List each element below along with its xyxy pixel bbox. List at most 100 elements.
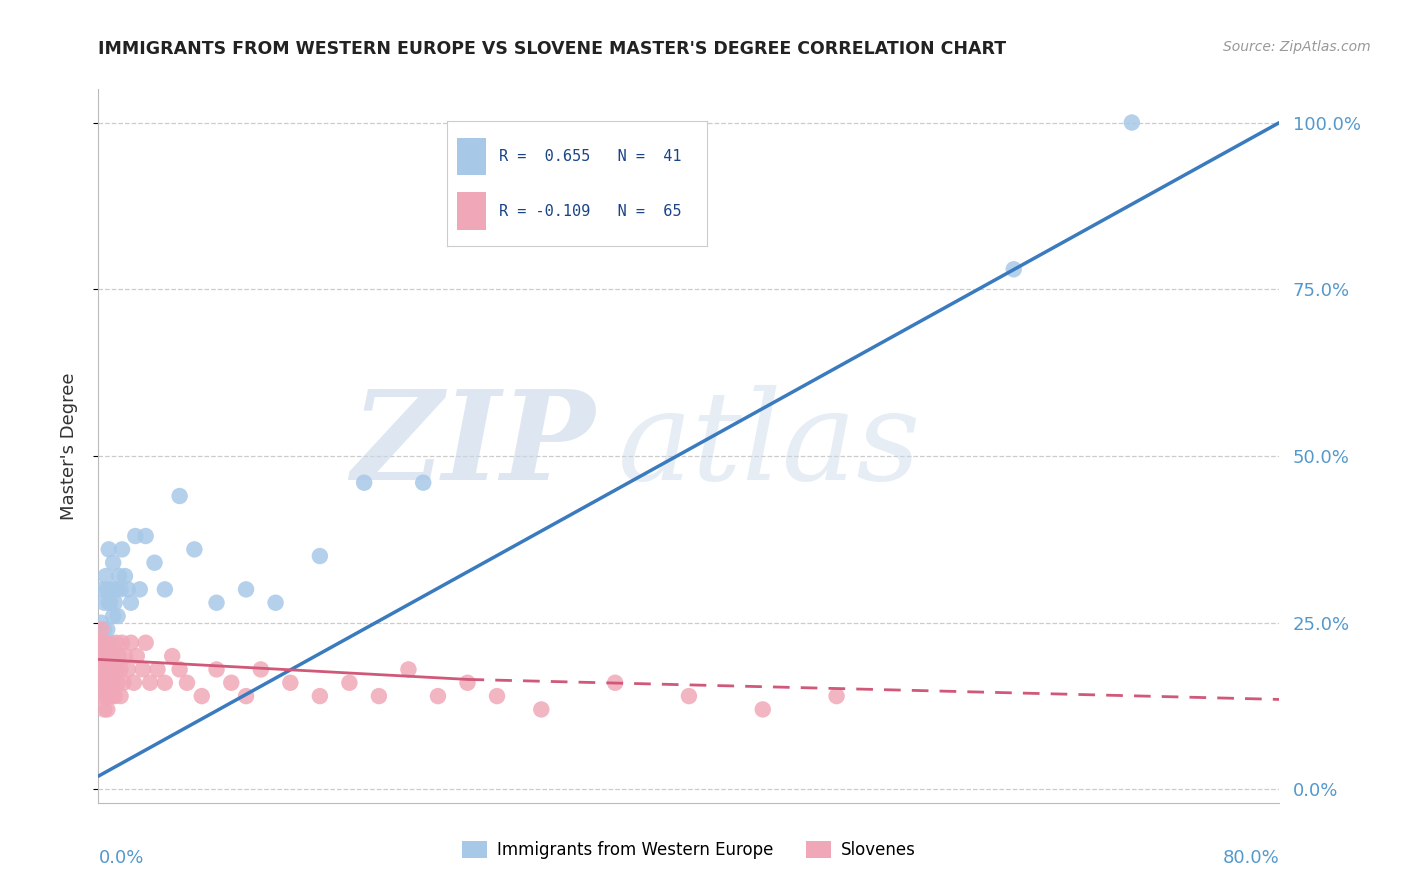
Text: Source: ZipAtlas.com: Source: ZipAtlas.com bbox=[1223, 39, 1371, 54]
Point bbox=[107, 675, 129, 690]
Point bbox=[235, 689, 257, 703]
Text: ZIP: ZIP bbox=[350, 385, 595, 507]
Point bbox=[104, 596, 127, 610]
Point bbox=[678, 689, 700, 703]
Point bbox=[135, 636, 157, 650]
Point bbox=[412, 475, 434, 490]
Point bbox=[91, 689, 114, 703]
Point bbox=[110, 689, 132, 703]
Point bbox=[114, 649, 136, 664]
FancyBboxPatch shape bbox=[457, 193, 486, 230]
Point bbox=[112, 675, 135, 690]
Point bbox=[89, 636, 111, 650]
Point bbox=[205, 596, 228, 610]
Point bbox=[100, 662, 122, 676]
Point bbox=[108, 649, 131, 664]
Text: 80.0%: 80.0% bbox=[1223, 849, 1279, 867]
Point bbox=[108, 569, 131, 583]
Point bbox=[105, 636, 128, 650]
Point bbox=[132, 662, 155, 676]
Point bbox=[125, 649, 148, 664]
Point bbox=[1121, 115, 1143, 129]
Point bbox=[103, 556, 125, 570]
Point bbox=[98, 675, 121, 690]
Point bbox=[103, 609, 125, 624]
Point bbox=[96, 582, 118, 597]
Point bbox=[90, 649, 112, 664]
Point bbox=[94, 569, 117, 583]
Text: R =  0.655   N =  41: R = 0.655 N = 41 bbox=[499, 149, 682, 164]
Text: atlas: atlas bbox=[619, 385, 921, 507]
Point bbox=[91, 636, 114, 650]
Point bbox=[90, 615, 112, 630]
Point bbox=[96, 649, 118, 664]
Point bbox=[120, 596, 142, 610]
Point bbox=[94, 689, 117, 703]
Point bbox=[93, 649, 115, 664]
Point bbox=[309, 689, 332, 703]
Point bbox=[191, 689, 214, 703]
Point bbox=[98, 636, 121, 650]
Point bbox=[114, 569, 136, 583]
Text: IMMIGRANTS FROM WESTERN EUROPE VS SLOVENE MASTER'S DEGREE CORRELATION CHART: IMMIGRANTS FROM WESTERN EUROPE VS SLOVEN… bbox=[98, 40, 1007, 58]
Point bbox=[120, 636, 142, 650]
Point bbox=[250, 662, 273, 676]
Point bbox=[353, 475, 375, 490]
Point bbox=[128, 582, 150, 597]
Point bbox=[139, 675, 162, 690]
Point bbox=[94, 662, 117, 676]
Point bbox=[105, 582, 128, 597]
Point bbox=[93, 702, 115, 716]
Point bbox=[278, 675, 302, 690]
Point bbox=[456, 675, 478, 690]
Point bbox=[91, 649, 114, 664]
Point bbox=[96, 623, 118, 637]
Point bbox=[135, 529, 157, 543]
Point bbox=[96, 702, 118, 716]
Point bbox=[93, 623, 115, 637]
Point bbox=[205, 662, 228, 676]
Point bbox=[105, 662, 128, 676]
Point bbox=[110, 662, 132, 676]
Text: 0.0%: 0.0% bbox=[98, 849, 143, 867]
Point bbox=[94, 636, 117, 650]
Point bbox=[169, 489, 191, 503]
Point bbox=[117, 582, 139, 597]
Point bbox=[153, 675, 176, 690]
Point bbox=[91, 582, 114, 597]
Legend: Immigrants from Western Europe, Slovenes: Immigrants from Western Europe, Slovenes bbox=[456, 834, 922, 866]
Point bbox=[176, 675, 198, 690]
Point bbox=[96, 675, 118, 690]
Point bbox=[93, 596, 115, 610]
Point bbox=[89, 662, 111, 676]
Point bbox=[93, 675, 115, 690]
Point bbox=[91, 662, 114, 676]
Point bbox=[97, 662, 120, 676]
Point bbox=[751, 702, 773, 716]
Point bbox=[143, 556, 166, 570]
Point bbox=[1002, 262, 1025, 277]
Point bbox=[146, 662, 169, 676]
FancyBboxPatch shape bbox=[457, 137, 486, 175]
Point bbox=[97, 689, 120, 703]
Point bbox=[94, 636, 117, 650]
Point bbox=[162, 649, 183, 664]
Point bbox=[368, 689, 391, 703]
Point bbox=[219, 675, 242, 690]
Point bbox=[100, 689, 122, 703]
Point bbox=[169, 662, 191, 676]
Point bbox=[103, 649, 125, 664]
Point bbox=[122, 675, 145, 690]
Point bbox=[100, 582, 122, 597]
Point bbox=[396, 662, 419, 676]
Point bbox=[97, 542, 120, 557]
Point bbox=[486, 689, 509, 703]
Point bbox=[98, 649, 121, 664]
Point bbox=[90, 675, 112, 690]
Point bbox=[97, 596, 120, 610]
Point bbox=[111, 542, 134, 557]
Point bbox=[90, 623, 112, 637]
Point bbox=[825, 689, 848, 703]
Point bbox=[530, 702, 553, 716]
Point bbox=[605, 675, 627, 690]
